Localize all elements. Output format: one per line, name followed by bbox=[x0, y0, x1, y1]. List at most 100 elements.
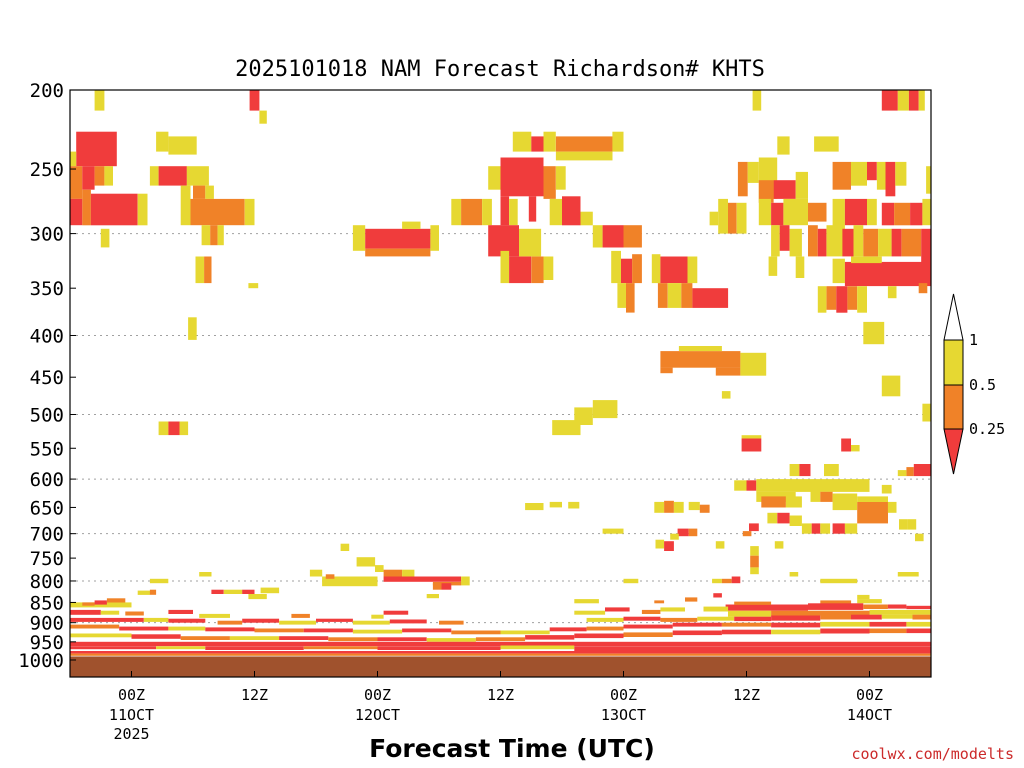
y-tick-label-250: 250 bbox=[30, 159, 64, 181]
heatmap-cell bbox=[673, 501, 684, 513]
heatmap-cell bbox=[70, 641, 931, 647]
heatmap-cell bbox=[789, 572, 799, 577]
heatmap-cell bbox=[500, 645, 575, 650]
heatmap-cell bbox=[543, 166, 556, 199]
heatmap-cell bbox=[531, 256, 544, 284]
x-tick-label: 12Z bbox=[241, 686, 268, 704]
heatmap-cell bbox=[774, 541, 784, 549]
heatmap-cell bbox=[70, 609, 101, 615]
heatmap-cell bbox=[881, 202, 895, 226]
heatmap-cell bbox=[820, 621, 870, 627]
heatmap-cell bbox=[377, 646, 501, 650]
heatmap-cell bbox=[826, 225, 843, 257]
heatmap-cell bbox=[451, 198, 462, 226]
heatmap-cell bbox=[842, 228, 854, 257]
y-tick-label-500: 500 bbox=[30, 405, 64, 427]
x-tick-date-label: 14OCT bbox=[847, 706, 892, 724]
heatmap-cell bbox=[509, 256, 532, 284]
heatmap-cell bbox=[851, 161, 867, 186]
legend: 1 0.5 0.25 bbox=[943, 293, 1005, 475]
x-tick-label: 00Z bbox=[856, 686, 883, 704]
heatmap-cell bbox=[217, 225, 224, 246]
heatmap-cell bbox=[869, 621, 907, 627]
heatmap-cell bbox=[768, 256, 778, 276]
legend-arrow-bottom bbox=[943, 428, 964, 475]
heatmap-cell bbox=[531, 136, 544, 152]
heatmap-cell bbox=[259, 110, 267, 124]
heatmap-cell bbox=[721, 391, 731, 399]
heatmap-cell bbox=[389, 619, 427, 624]
heatmap-cell bbox=[891, 228, 902, 257]
heatmap-cell bbox=[851, 445, 860, 452]
heatmap-cell bbox=[199, 613, 230, 618]
heatmap-cell bbox=[260, 587, 280, 594]
heatmap-cell bbox=[817, 286, 827, 313]
heatmap-cell bbox=[352, 225, 366, 251]
heatmap-cell bbox=[820, 491, 833, 502]
heatmap-cell bbox=[721, 622, 772, 627]
heatmap-cell bbox=[562, 196, 581, 226]
heatmap-cell bbox=[210, 225, 218, 246]
heatmap-cell bbox=[773, 180, 796, 199]
heatmap-cell bbox=[918, 283, 928, 294]
heatmap-cell bbox=[242, 589, 255, 594]
heatmap-cell bbox=[660, 351, 741, 368]
heatmap-cell bbox=[131, 634, 181, 639]
heatmap-cell bbox=[543, 131, 556, 152]
heatmap-cell bbox=[926, 166, 931, 194]
x-tick-year-label: 2025 bbox=[113, 725, 149, 743]
heatmap-cell bbox=[383, 569, 403, 577]
heatmap-cell bbox=[475, 637, 526, 642]
heatmap-cell bbox=[371, 614, 384, 619]
y-tick-label-950: 950 bbox=[30, 632, 64, 654]
heatmap-cell bbox=[94, 90, 105, 111]
heatmap-cell bbox=[249, 90, 260, 111]
heatmap-cell bbox=[715, 367, 741, 376]
heatmap-cell bbox=[857, 286, 867, 313]
heatmap-cell bbox=[168, 421, 180, 436]
heatmap-cell bbox=[352, 629, 403, 634]
heatmap-cell bbox=[863, 321, 885, 345]
heatmap-cell bbox=[832, 161, 851, 190]
heatmap-cell bbox=[365, 248, 431, 257]
heatmap-cell bbox=[168, 609, 193, 614]
heatmap-cell bbox=[664, 541, 674, 551]
heatmap-cell bbox=[752, 90, 762, 111]
heatmap-cell bbox=[525, 503, 544, 511]
heatmap-cell bbox=[814, 136, 839, 152]
credit-text: coolwx.com/modelts bbox=[851, 745, 1014, 763]
heatmap-cell bbox=[426, 594, 439, 599]
heatmap-cell bbox=[461, 198, 482, 226]
heatmap-cell bbox=[906, 621, 931, 627]
heatmap-cell bbox=[655, 539, 665, 549]
heatmap-cell bbox=[672, 630, 722, 636]
legend-swatch bbox=[943, 339, 964, 386]
heatmap-cell bbox=[602, 528, 624, 534]
heatmap-cell bbox=[179, 421, 189, 436]
heatmap-cell bbox=[519, 228, 542, 257]
heatmap-cell bbox=[94, 166, 105, 186]
heatmap-cell bbox=[623, 225, 642, 248]
heatmap-cell bbox=[832, 523, 845, 534]
heatmap-cell bbox=[779, 225, 790, 251]
heatmap-cell bbox=[857, 496, 888, 502]
heatmap-cell bbox=[586, 617, 624, 622]
heatmap-cell bbox=[592, 400, 618, 419]
heatmap-cell bbox=[500, 196, 510, 226]
heatmap-cell bbox=[623, 578, 639, 584]
heatmap-cell bbox=[750, 546, 759, 556]
heatmap-cell bbox=[785, 496, 802, 508]
heatmap-cell bbox=[451, 630, 501, 635]
heatmap-cell bbox=[70, 633, 132, 638]
heatmap-cell bbox=[677, 528, 689, 537]
y-tick-label-650: 650 bbox=[30, 497, 64, 519]
heatmap-cell bbox=[482, 198, 492, 226]
y-tick-label-200: 200 bbox=[30, 80, 64, 102]
heatmap-cell bbox=[820, 600, 852, 605]
heatmap-cell bbox=[254, 628, 304, 633]
heatmap-cell bbox=[826, 286, 837, 310]
heatmap-cell bbox=[811, 523, 821, 534]
heatmap-cell bbox=[851, 614, 882, 620]
heatmap-cell bbox=[660, 617, 698, 622]
